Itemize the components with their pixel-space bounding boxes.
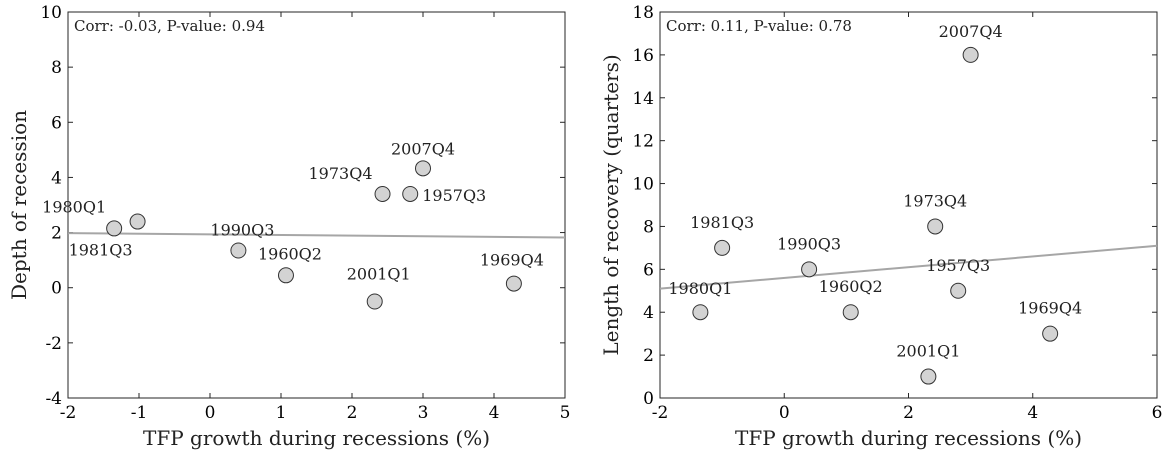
data-point (920, 368, 937, 385)
data-point (962, 46, 979, 63)
data-point (1042, 325, 1059, 342)
y-tick-label: 8 (51, 58, 62, 78)
y-tick-label: 18 (632, 3, 654, 23)
point-label: 1990Q3 (777, 234, 841, 253)
data-point (842, 304, 859, 321)
point-label: 1957Q3 (926, 256, 990, 275)
data-point (374, 185, 391, 202)
x-tick-label: -2 (652, 403, 669, 423)
data-point (129, 213, 146, 230)
x-axis-label: TFP growth during recessions (%) (735, 426, 1082, 450)
x-tick-label: -2 (60, 403, 77, 423)
point-label: 2007Q4 (391, 139, 455, 158)
data-point (277, 267, 294, 284)
x-tick-label: 3 (418, 403, 429, 423)
y-tick-label: 2 (51, 224, 62, 244)
y-tick-label: 10 (40, 3, 62, 23)
y-tick-label: 12 (632, 132, 654, 152)
y-axis-label: Depth of recession (7, 110, 31, 300)
x-tick-label: 2 (347, 403, 358, 423)
x-tick-label: -1 (131, 403, 148, 423)
y-tick-label: 2 (643, 346, 654, 366)
point-label: 1969Q4 (1018, 299, 1082, 318)
x-tick-label: 4 (1027, 403, 1038, 423)
x-tick-label: 1 (276, 403, 287, 423)
fit-line (659, 244, 1158, 290)
data-point (714, 239, 731, 256)
y-tick-label: 14 (632, 89, 654, 109)
data-point (801, 261, 818, 278)
point-label: 1960Q2 (258, 244, 322, 263)
y-tick-label: 10 (632, 175, 654, 195)
x-axis-label: TFP growth during recessions (%) (143, 426, 490, 450)
data-point (692, 304, 709, 321)
x-tick-label: 2 (903, 403, 914, 423)
fit-line (67, 232, 566, 239)
x-tick-label: 0 (779, 403, 790, 423)
point-label: 1980Q1 (42, 197, 106, 216)
point-label: 1973Q4 (903, 191, 967, 210)
data-point (505, 275, 522, 292)
data-point (106, 220, 123, 237)
point-label: 1981Q3 (69, 241, 133, 260)
point-label: 2001Q1 (896, 342, 960, 361)
data-point (415, 160, 431, 177)
point-label: 1960Q2 (819, 277, 883, 296)
y-tick-label: 4 (51, 168, 62, 188)
correlation-annotation: Corr: -0.03, P-value: 0.94 (74, 17, 265, 35)
y-tick-label: -2 (45, 334, 62, 354)
plot-area (67, 11, 566, 399)
y-tick-label: -4 (45, 389, 62, 409)
y-tick-label: 4 (643, 303, 654, 323)
point-label: 1957Q3 (422, 186, 486, 205)
x-tick-label: 6 (1152, 403, 1163, 423)
point-label: 1990Q3 (210, 220, 274, 239)
point-label: 1981Q3 (690, 213, 754, 232)
y-tick-label: 0 (643, 389, 654, 409)
y-tick-label: 6 (643, 260, 654, 280)
correlation-annotation: Corr: 0.11, P-value: 0.78 (666, 17, 852, 35)
x-tick-label: 4 (489, 403, 500, 423)
y-tick-label: 8 (643, 217, 654, 237)
y-tick-label: 0 (51, 279, 62, 299)
point-label: 1980Q1 (668, 279, 732, 298)
point-label: 2007Q4 (939, 22, 1003, 41)
data-point (402, 185, 419, 202)
point-label: 2001Q1 (347, 265, 411, 284)
y-tick-label: 16 (632, 46, 654, 66)
data-point (366, 293, 383, 310)
y-axis-label: Length of recovery (quarters) (599, 54, 623, 355)
x-tick-label: 0 (205, 403, 216, 423)
data-point (950, 282, 967, 299)
y-tick-label: 6 (51, 113, 62, 133)
point-label: 1969Q4 (480, 251, 544, 270)
data-point (927, 218, 944, 235)
point-label: 1973Q4 (309, 164, 373, 183)
data-point (230, 242, 247, 259)
x-tick-label: 5 (560, 403, 571, 423)
